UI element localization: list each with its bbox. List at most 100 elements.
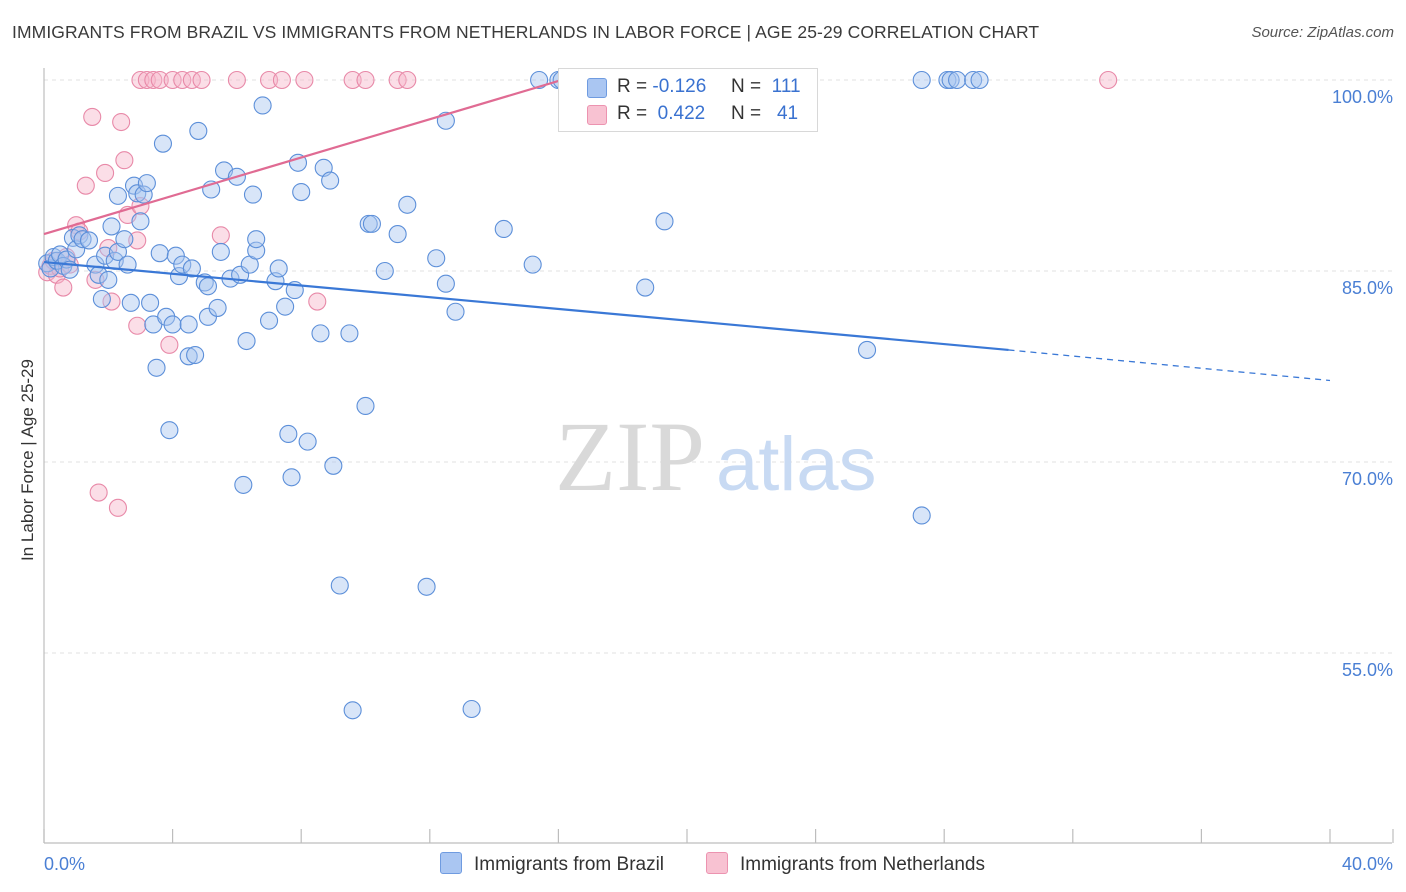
brazil-point <box>388 225 407 244</box>
x-tick-label: 40.0% <box>1342 854 1393 874</box>
netherlands-point <box>108 498 127 517</box>
legend-label: Immigrants from Netherlands <box>740 854 985 875</box>
brazil-point <box>276 297 295 316</box>
y-tick-label: 55.0% <box>1342 660 1393 680</box>
stats-row-netherlands: R = 0.422 N = 41 <box>559 100 817 128</box>
brazil-point <box>253 96 272 115</box>
r-value: -0.126 <box>652 76 707 97</box>
netherlands-point <box>192 70 211 90</box>
brazil-point <box>417 577 436 596</box>
brazil-point <box>948 70 967 90</box>
legend-item-brazil[interactable]: Immigrants from Brazil <box>440 852 664 876</box>
netherlands-point <box>128 316 147 335</box>
stats-n-netherlands: N = 41 <box>731 103 798 125</box>
source-credit: Source: ZipAtlas.com <box>1251 24 1394 41</box>
watermark-atlas: atlas <box>716 422 877 507</box>
brazil-point <box>234 475 253 494</box>
brazil-point <box>298 432 317 451</box>
netherlands-point <box>356 70 375 90</box>
n-label: N = <box>731 76 762 97</box>
brazil-point <box>102 217 121 236</box>
brazil-point <box>182 259 201 278</box>
netherlands-point <box>83 107 102 126</box>
netherlands-point <box>308 292 327 311</box>
brazil-point <box>494 219 513 239</box>
x-tick-label: 0.0% <box>44 854 85 874</box>
netherlands-point <box>137 70 156 90</box>
legend-label: Immigrants from Brazil <box>474 854 665 875</box>
brazil-point <box>356 396 375 416</box>
brazil-point <box>330 576 349 595</box>
chart-title: IMMIGRANTS FROM BRAZIL VS IMMIGRANTS FRO… <box>12 22 1040 42</box>
r-value: 0.422 <box>657 103 706 124</box>
brazil-point <box>279 424 298 444</box>
brazil-point <box>208 298 227 317</box>
brazil-point <box>941 70 960 90</box>
brazil-point <box>655 212 674 231</box>
brazil-point <box>160 421 179 440</box>
brazil-point <box>137 174 156 193</box>
brazil-point <box>92 289 111 309</box>
brazil-point <box>324 456 343 475</box>
brazil-point <box>189 121 208 140</box>
brazil-swatch <box>587 78 607 98</box>
netherlands-point <box>295 70 314 90</box>
netherlands-point <box>173 70 192 90</box>
stats-r-brazil: R = -0.126 <box>617 76 706 98</box>
brazil-point <box>108 186 127 205</box>
brazil-point <box>970 70 989 90</box>
n-label: N = <box>731 103 762 124</box>
netherlands-trend-line <box>43 75 575 236</box>
brazil-point <box>912 506 931 525</box>
netherlands-point <box>227 70 246 90</box>
netherlands-point <box>150 70 169 90</box>
y-tick-label: 100.0% <box>1332 87 1393 107</box>
brazil-point <box>99 270 118 289</box>
netherlands-point <box>163 70 182 90</box>
brazil-point <box>115 230 134 249</box>
brazil-point <box>163 315 182 334</box>
brazil-point <box>311 324 330 343</box>
brazil-point <box>398 195 417 214</box>
netherlands-point <box>54 278 73 297</box>
brazil-point <box>247 230 266 249</box>
stats-row-brazil: R = -0.126 N = 111 <box>559 73 817 101</box>
brazil-point <box>436 274 455 293</box>
netherlands-point <box>115 151 134 170</box>
brazil-point <box>288 153 308 172</box>
brazil-point <box>636 278 655 297</box>
netherlands-point <box>272 70 291 90</box>
brazil-point <box>462 699 481 719</box>
brazil-point <box>243 185 263 204</box>
y-tick-labels: 55.0% 70.0% 85.0% 100.0% <box>1332 87 1393 680</box>
brazil-point <box>150 244 169 263</box>
brazil-point <box>141 293 160 312</box>
brazil-point <box>121 293 140 312</box>
brazil-point <box>147 358 166 377</box>
brazil-point <box>179 347 198 366</box>
brazil-trend-line <box>43 260 1009 352</box>
stats-r-netherlands: R = 0.422 <box>617 103 705 125</box>
brazil-trend-extension <box>1008 349 1331 382</box>
y-tick-label: 85.0% <box>1342 278 1393 298</box>
netherlands-point <box>398 70 417 90</box>
brazil-point <box>79 231 99 250</box>
netherlands-point <box>160 335 179 354</box>
brazil-point <box>269 259 288 278</box>
brazil-legend-swatch <box>440 852 462 874</box>
netherlands-point <box>388 70 407 90</box>
netherlands-legend-swatch <box>706 852 728 874</box>
brazil-points <box>38 70 989 720</box>
legend-item-netherlands[interactable]: Immigrants from Netherlands <box>706 852 985 876</box>
brazil-point <box>198 277 218 296</box>
brazil-point <box>362 214 381 233</box>
stats-n-brazil: N = 111 <box>731 76 801 98</box>
brazil-point <box>857 340 877 359</box>
brazil-point <box>343 701 362 720</box>
brazil-point <box>166 246 185 265</box>
netherlands-point <box>182 70 201 90</box>
brazil-point <box>73 230 92 249</box>
trend-lines <box>43 75 1331 382</box>
gridlines <box>44 79 1392 654</box>
